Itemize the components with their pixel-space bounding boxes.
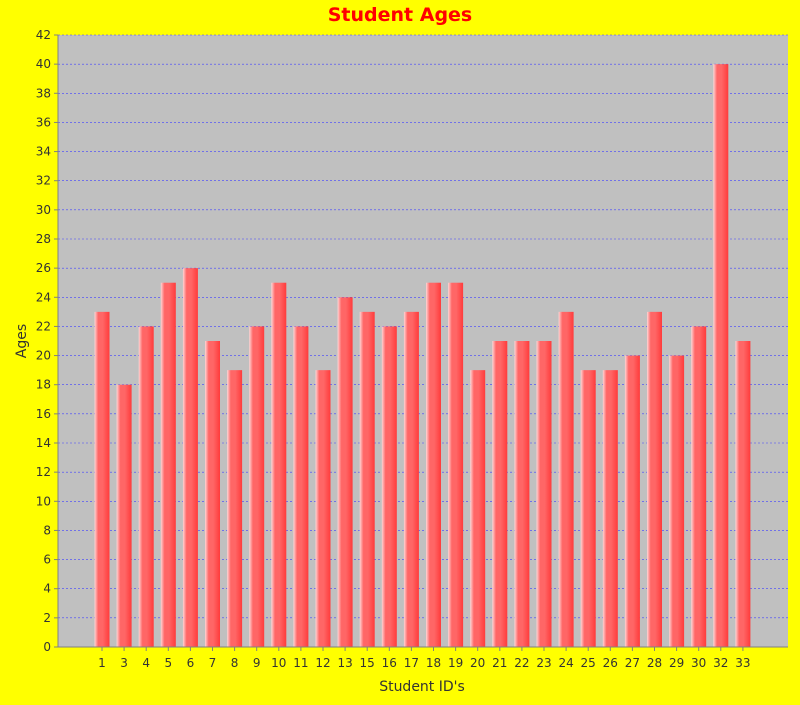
bar-5 <box>160 282 176 647</box>
bar-1 <box>94 311 110 647</box>
y-tick-label: 8 <box>43 523 51 537</box>
y-tick-label: 10 <box>36 494 51 508</box>
x-tick-label: 6 <box>187 656 195 670</box>
x-tick-label: 29 <box>669 656 684 670</box>
x-tick-label: 11 <box>293 656 308 670</box>
x-tick-label: 4 <box>142 656 150 670</box>
x-tick-label: 32 <box>713 656 728 670</box>
x-tick-label: 26 <box>603 656 618 670</box>
x-axis-ticks: 1 3 4 5 6 7 8 9 10 11 12 13 15 16 17 18 19 20 21 22 23 24 25 26… <box>98 647 751 670</box>
bar-13 <box>337 297 353 647</box>
y-tick-label: 38 <box>36 86 51 100</box>
x-tick-label: 21 <box>492 656 507 670</box>
bar-33 <box>735 341 751 647</box>
bars <box>94 64 751 647</box>
bar-11 <box>293 326 309 647</box>
x-tick-label: 9 <box>253 656 261 670</box>
chart-title: Student Ages <box>328 4 473 26</box>
bar-24 <box>558 311 574 647</box>
y-tick-label: 36 <box>36 115 51 129</box>
x-tick-label: 17 <box>404 656 419 670</box>
x-tick-label: 8 <box>231 656 239 670</box>
x-tick-label: 7 <box>209 656 217 670</box>
y-tick-label: 14 <box>36 436 51 450</box>
x-tick-label: 20 <box>470 656 485 670</box>
y-tick-label: 26 <box>36 261 51 275</box>
x-tick-label: 22 <box>514 656 529 670</box>
bar-7 <box>205 341 220 647</box>
x-tick-label: 15 <box>360 656 375 670</box>
x-tick-label: 33 <box>735 656 750 670</box>
gridlines <box>58 34 788 619</box>
x-tick-label: 5 <box>164 656 172 670</box>
y-tick-label: 0 <box>43 640 51 654</box>
y-tick-label: 28 <box>36 232 51 246</box>
bar-22 <box>514 341 530 647</box>
bar-9 <box>249 326 265 647</box>
x-tick-label: 28 <box>647 656 662 670</box>
y-tick-label: 22 <box>36 319 51 333</box>
x-tick-label: 18 <box>426 656 441 670</box>
bar-32 <box>713 64 729 647</box>
y-tick-label: 2 <box>43 611 51 625</box>
x-tick-label: 10 <box>271 656 286 670</box>
bar-26 <box>602 370 618 647</box>
plot-area <box>58 35 788 647</box>
y-tick-label: 4 <box>43 582 51 596</box>
bar-30 <box>691 326 707 647</box>
x-tick-label: 12 <box>315 656 330 670</box>
y-axis-label: Ages <box>14 324 30 358</box>
y-tick-label: 18 <box>36 378 51 392</box>
x-tick-label: 19 <box>448 656 463 670</box>
bar-21 <box>492 341 508 647</box>
bar-15 <box>359 311 375 647</box>
x-tick-label: 25 <box>581 656 596 670</box>
bar-29 <box>669 355 685 647</box>
bar-28 <box>647 311 662 647</box>
y-tick-label: 20 <box>36 349 51 363</box>
bar-10 <box>271 282 287 647</box>
y-tick-label: 40 <box>36 57 51 71</box>
y-tick-label: 32 <box>36 174 51 188</box>
bar-4 <box>138 326 154 647</box>
bar-12 <box>315 370 331 647</box>
bar-18 <box>426 282 441 647</box>
y-tick-label: 30 <box>36 203 51 217</box>
x-tick-label: 27 <box>625 656 640 670</box>
y-tick-label: 24 <box>36 290 51 304</box>
bar-8 <box>227 370 243 647</box>
y-tick-label: 6 <box>43 553 51 567</box>
bar-6 <box>182 268 198 647</box>
x-tick-label: 1 <box>98 656 106 670</box>
y-tick-label: 16 <box>36 407 51 421</box>
x-axis-label: Student ID's <box>379 679 465 695</box>
x-tick-label: 30 <box>691 656 706 670</box>
bar-25 <box>580 370 596 647</box>
y-tick-label: 34 <box>36 145 51 159</box>
x-tick-label: 3 <box>120 656 128 670</box>
x-tick-label: 16 <box>382 656 397 670</box>
bar-20 <box>470 370 486 647</box>
bar-23 <box>536 341 552 647</box>
x-tick-label: 23 <box>536 656 551 670</box>
bar-3 <box>116 384 132 647</box>
bar-17 <box>403 311 419 647</box>
y-tick-label: 12 <box>36 465 51 479</box>
y-tick-label: 42 <box>36 28 51 42</box>
bar-16 <box>381 326 397 647</box>
bar-27 <box>624 355 640 647</box>
bar-19 <box>448 282 464 647</box>
x-tick-label: 13 <box>337 656 352 670</box>
x-tick-label: 24 <box>558 656 573 670</box>
